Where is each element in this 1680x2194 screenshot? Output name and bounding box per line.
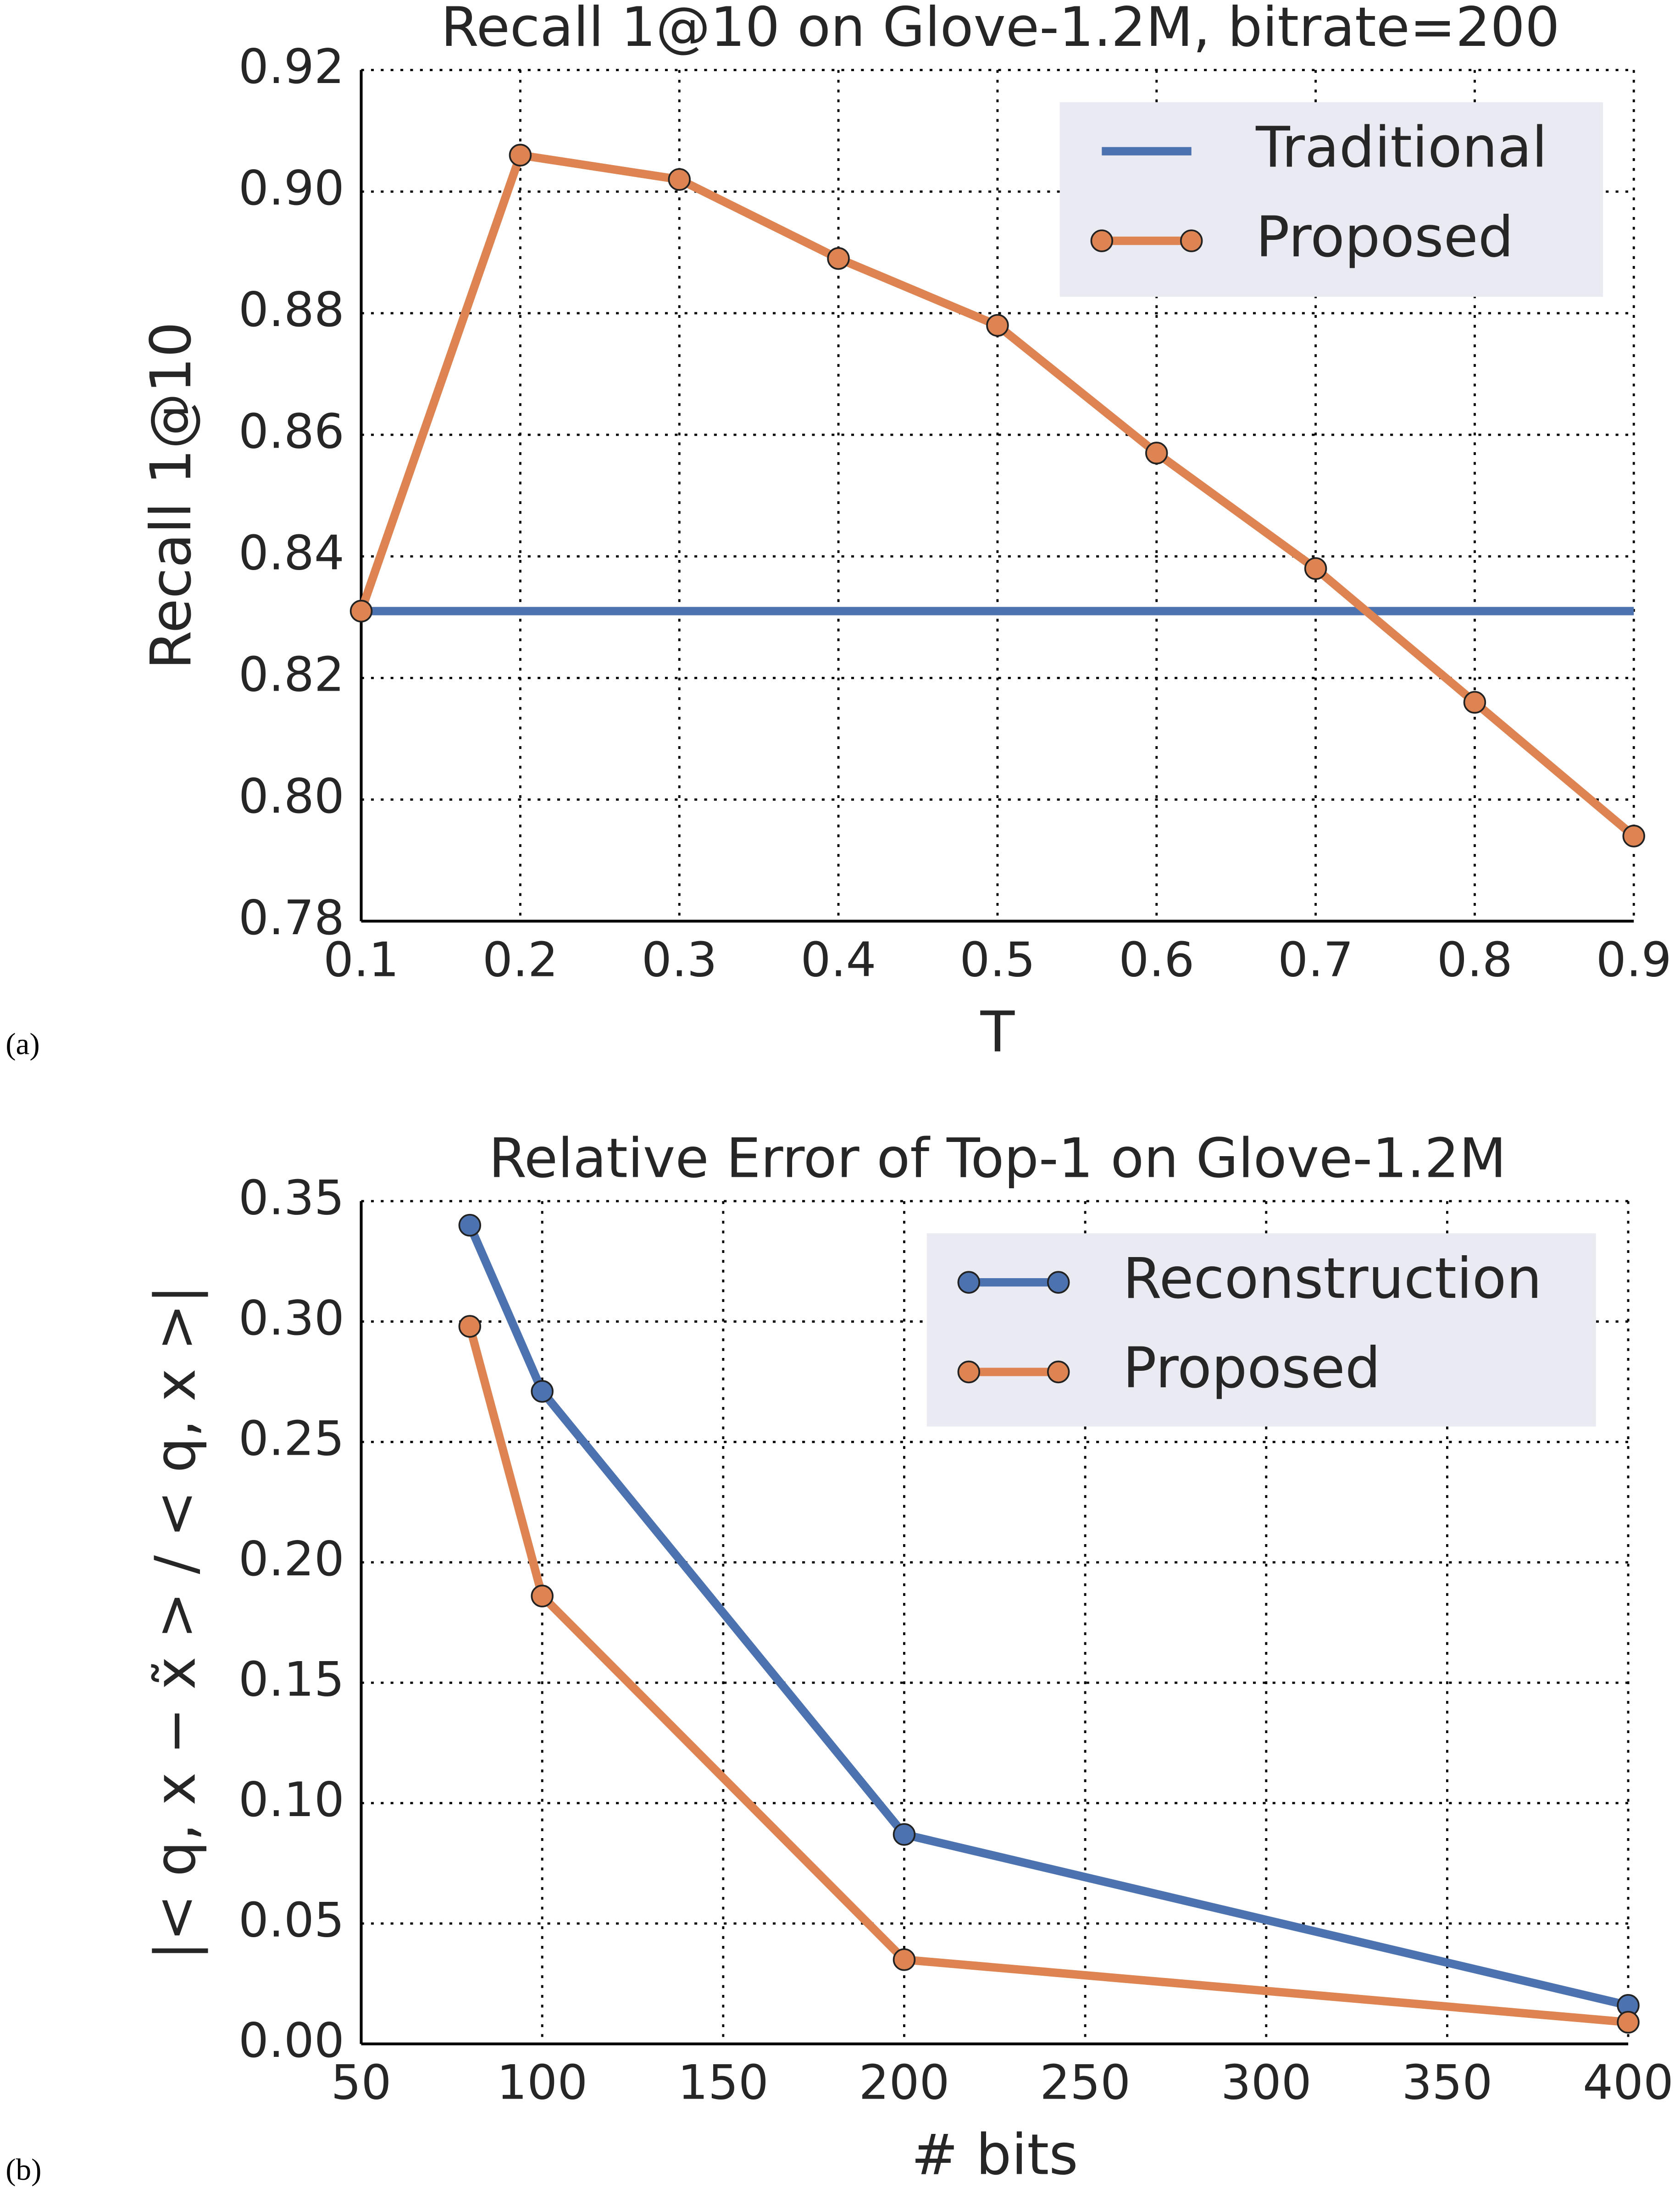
y-tick-label: 0.80	[238, 769, 344, 824]
data-point	[531, 1585, 554, 1607]
legend-marker	[1047, 1271, 1070, 1294]
legend-marker	[1180, 229, 1203, 252]
x-tick-label: 200	[859, 2055, 949, 2111]
data-point	[509, 144, 532, 167]
x-tick-label: 0.4	[801, 932, 876, 987]
x-tick-label: 100	[497, 2055, 588, 2111]
y-tick-label: 0.15	[238, 1652, 344, 1707]
x-tick-label: 400	[1583, 2055, 1674, 2111]
x-tick-label: 0.9	[1596, 932, 1672, 987]
legend-box	[1059, 102, 1603, 297]
legend-label: Proposed	[1256, 205, 1514, 270]
data-point	[1622, 825, 1645, 848]
data-point	[1617, 2011, 1640, 2034]
legend: Traditional Proposed	[1059, 102, 1603, 297]
x-tick-label: 0.3	[642, 932, 717, 987]
data-point	[349, 599, 373, 623]
chart-title: Recall 1@10 on Glove-1.2M, bitrate=200	[441, 0, 1560, 59]
series-line	[466, 1325, 1629, 2027]
y-tick-label: 0.86	[238, 404, 344, 459]
x-axis-label: # bits	[911, 2122, 1078, 2188]
y-tick-label: 0.35	[238, 1170, 344, 1225]
x-tick-label: 150	[678, 2055, 769, 2111]
legend-label: Proposed	[1123, 1335, 1381, 1401]
x-axis-label: T	[980, 1000, 1015, 1065]
panel-label: (a)	[6, 1027, 40, 1061]
data-point	[893, 1948, 916, 1971]
x-tick-label: 300	[1221, 2055, 1312, 2111]
data-point	[531, 1380, 554, 1403]
x-tick-label: 50	[331, 2055, 392, 2111]
y-tick-label: 0.90	[238, 161, 344, 216]
x-tick-label: 0.1	[323, 932, 399, 987]
data-point	[827, 247, 850, 270]
series-line	[466, 1223, 1630, 2010]
y-tick-label: 0.10	[238, 1773, 344, 1828]
x-tick-label: 0.5	[959, 932, 1035, 987]
legend-label: Traditional	[1255, 115, 1547, 180]
legend-label: Reconstruction	[1123, 1246, 1542, 1311]
legend-box	[926, 1233, 1596, 1427]
data-point	[668, 168, 691, 191]
data-point	[458, 1315, 482, 1338]
x-tick-label: 0.7	[1278, 932, 1353, 987]
y-tick-label: 0.20	[238, 1532, 344, 1587]
data-point	[458, 1213, 482, 1237]
legend-marker	[957, 1271, 981, 1294]
x-tick-label: 0.2	[482, 932, 558, 987]
y-tick-label: 0.82	[238, 648, 344, 703]
x-tick-label: 0.8	[1437, 932, 1513, 987]
data-point	[893, 1823, 916, 1846]
y-tick-label: 0.25	[238, 1411, 344, 1466]
panel-label: (b)	[6, 2152, 41, 2187]
y-tick-label: 0.05	[238, 1893, 344, 1948]
data-point	[1463, 691, 1486, 714]
y-tick-label: 0.88	[238, 283, 344, 338]
legend-marker	[1090, 229, 1114, 252]
x-tick-label: 0.6	[1119, 932, 1194, 987]
y-tick-label: 0.92	[238, 39, 344, 94]
chart-title: Relative Error of Top-1 on Glove-1.2M	[489, 1127, 1507, 1190]
legend-marker	[1047, 1360, 1070, 1384]
data-point	[1304, 557, 1327, 580]
y-axis-label: Recall 1@10	[139, 322, 204, 670]
y-axis-label: |< q, x − x̃ > / < q, x >|	[143, 1285, 208, 1960]
legend-marker	[957, 1360, 981, 1384]
x-tick-label: 250	[1040, 2055, 1131, 2111]
y-tick-label: 0.78	[238, 891, 344, 946]
legend: Reconstruction Proposed	[926, 1233, 1596, 1427]
data-point	[1145, 442, 1168, 465]
y-tick-label: 0.00	[238, 2013, 344, 2068]
x-tick-label: 350	[1402, 2055, 1492, 2111]
y-tick-label: 0.30	[238, 1291, 344, 1346]
data-point	[986, 314, 1009, 337]
y-tick-label: 0.84	[238, 526, 344, 581]
